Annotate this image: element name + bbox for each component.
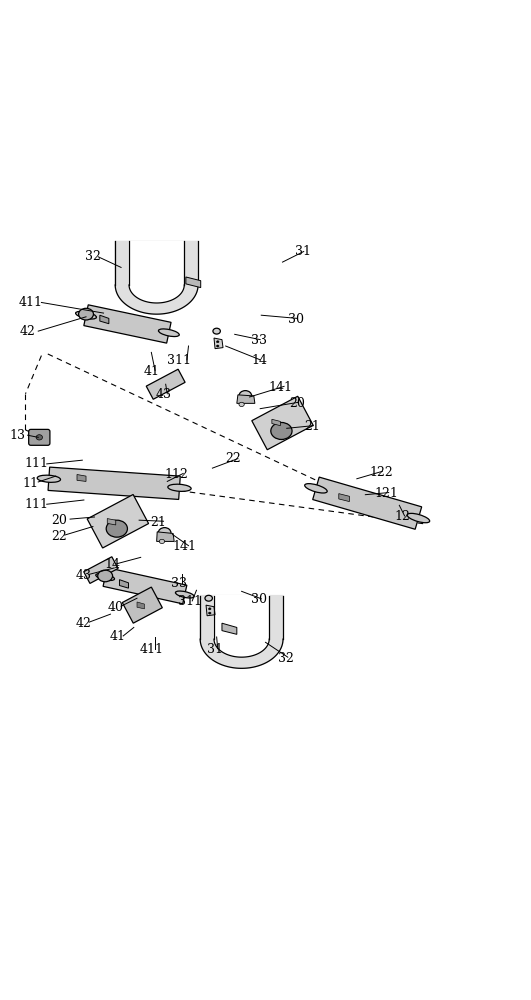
- Text: 14: 14: [105, 558, 121, 571]
- Text: 40: 40: [108, 601, 124, 614]
- Polygon shape: [100, 315, 109, 324]
- Polygon shape: [137, 602, 144, 609]
- Polygon shape: [157, 532, 174, 541]
- Ellipse shape: [208, 612, 211, 614]
- Text: 141: 141: [268, 381, 293, 394]
- Text: 41: 41: [143, 365, 159, 378]
- Text: 21: 21: [150, 516, 166, 529]
- Ellipse shape: [175, 591, 194, 598]
- Polygon shape: [272, 419, 280, 426]
- Polygon shape: [186, 277, 201, 288]
- Text: 411: 411: [19, 296, 43, 309]
- Polygon shape: [214, 596, 269, 657]
- Polygon shape: [115, 241, 198, 314]
- Ellipse shape: [217, 341, 219, 343]
- Ellipse shape: [36, 435, 42, 440]
- Text: 21: 21: [304, 420, 320, 433]
- Ellipse shape: [205, 595, 212, 601]
- Ellipse shape: [158, 528, 171, 538]
- Polygon shape: [129, 241, 184, 303]
- Text: 31: 31: [207, 643, 223, 656]
- Polygon shape: [103, 568, 187, 604]
- Text: 14: 14: [251, 354, 267, 367]
- Polygon shape: [200, 596, 283, 668]
- Text: 22: 22: [225, 452, 241, 465]
- Polygon shape: [119, 580, 129, 588]
- Text: 41: 41: [110, 630, 126, 643]
- Text: 12: 12: [395, 510, 410, 523]
- Text: 11: 11: [23, 477, 39, 490]
- Ellipse shape: [217, 345, 219, 347]
- Text: 30: 30: [288, 313, 304, 326]
- Text: 32: 32: [85, 250, 101, 263]
- Text: 20: 20: [289, 397, 305, 410]
- Polygon shape: [84, 305, 171, 343]
- Ellipse shape: [159, 539, 165, 544]
- Ellipse shape: [75, 311, 97, 319]
- Polygon shape: [48, 467, 181, 499]
- Text: 111: 111: [24, 457, 48, 470]
- Polygon shape: [339, 494, 349, 502]
- Text: 311: 311: [167, 354, 192, 367]
- Text: 411: 411: [139, 643, 164, 656]
- Polygon shape: [87, 494, 149, 548]
- Text: 122: 122: [370, 466, 393, 479]
- Text: 43: 43: [76, 569, 92, 582]
- Polygon shape: [252, 396, 313, 450]
- Ellipse shape: [79, 308, 93, 320]
- Polygon shape: [222, 623, 237, 634]
- Text: 112: 112: [165, 468, 188, 481]
- Ellipse shape: [239, 402, 244, 407]
- Text: 33: 33: [172, 577, 187, 590]
- Text: 13: 13: [9, 429, 25, 442]
- Text: 311: 311: [178, 595, 202, 608]
- Polygon shape: [146, 369, 185, 399]
- Polygon shape: [313, 477, 422, 529]
- Ellipse shape: [96, 574, 115, 580]
- Text: 22: 22: [52, 530, 67, 543]
- Ellipse shape: [271, 422, 292, 439]
- Text: 121: 121: [375, 487, 398, 500]
- Polygon shape: [107, 519, 116, 525]
- Text: 32: 32: [278, 652, 294, 665]
- Polygon shape: [237, 395, 255, 403]
- Text: 33: 33: [251, 334, 267, 347]
- Text: 42: 42: [76, 617, 92, 630]
- Ellipse shape: [98, 570, 113, 582]
- Ellipse shape: [37, 475, 61, 482]
- Polygon shape: [214, 338, 223, 349]
- Ellipse shape: [106, 520, 127, 537]
- Text: 43: 43: [156, 388, 172, 401]
- Text: 20: 20: [52, 514, 67, 527]
- Ellipse shape: [158, 329, 179, 337]
- Ellipse shape: [168, 484, 191, 491]
- Ellipse shape: [407, 513, 430, 523]
- Text: 30: 30: [251, 593, 267, 606]
- Polygon shape: [206, 605, 215, 616]
- Ellipse shape: [305, 484, 327, 493]
- Polygon shape: [77, 475, 86, 481]
- FancyBboxPatch shape: [29, 429, 50, 445]
- Polygon shape: [122, 587, 162, 623]
- Text: 42: 42: [20, 325, 36, 338]
- Ellipse shape: [239, 391, 252, 401]
- Polygon shape: [84, 557, 118, 583]
- Text: 111: 111: [24, 498, 48, 511]
- Text: 31: 31: [295, 245, 311, 258]
- Ellipse shape: [208, 608, 211, 610]
- Ellipse shape: [213, 328, 220, 334]
- Text: 141: 141: [173, 540, 197, 553]
